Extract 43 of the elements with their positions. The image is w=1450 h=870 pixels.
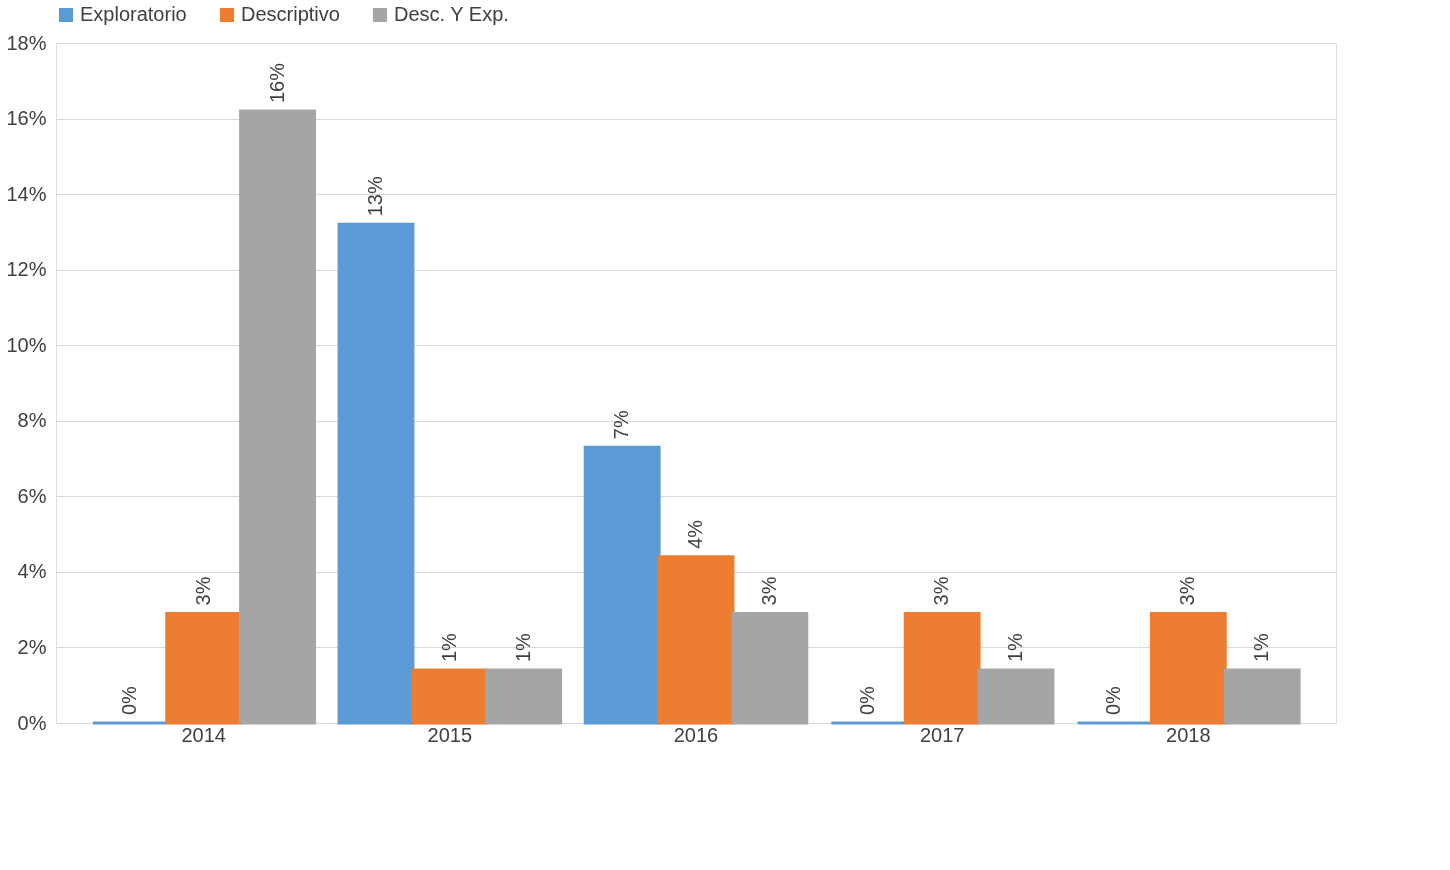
x-tick-label: 2015 [427, 723, 473, 746]
y-tick-label: 8% [17, 409, 47, 432]
data-label: 0% [1102, 685, 1125, 715]
data-label: 4% [684, 519, 706, 549]
bar [239, 109, 316, 725]
x-tick-label: 2018 [1166, 723, 1211, 746]
data-label: 3% [930, 576, 953, 606]
y-tick-label: 14% [6, 182, 47, 205]
y-tick-label: 16% [6, 107, 47, 130]
data-label: 13% [364, 176, 386, 217]
data-label: 0% [117, 685, 140, 715]
data-label: 1% [1250, 632, 1273, 663]
legend-label: Desc. Y Exp. [394, 3, 509, 25]
data-label: 1% [511, 632, 534, 663]
bar [903, 611, 981, 725]
legend-label: Exploratorio [80, 3, 187, 25]
y-tick-label: 2% [17, 635, 47, 658]
x-tick-label: 2017 [919, 723, 965, 746]
bar [731, 611, 809, 725]
y-tick-label: 12% [6, 258, 47, 281]
bar [657, 555, 735, 725]
data-label: 7% [610, 410, 633, 440]
y-tick-label: 4% [17, 560, 47, 583]
y-tick-label: 10% [6, 333, 47, 356]
y-tick-label: 18% [6, 31, 47, 54]
bar [583, 445, 661, 725]
bar [1149, 611, 1227, 725]
x-tick-label: 2016 [673, 723, 719, 746]
y-tick-label: 0% [17, 711, 47, 734]
data-label: 3% [191, 576, 214, 606]
data-label: 3% [1176, 576, 1199, 606]
legend-label: Descriptivo [241, 3, 340, 25]
bar [1223, 668, 1301, 725]
bar [485, 668, 563, 725]
data-label: 16% [265, 62, 288, 103]
bar [337, 222, 415, 725]
x-tick-label: 2014 [181, 723, 226, 746]
y-tick-label: 6% [17, 484, 47, 507]
bar [977, 668, 1055, 725]
data-label: 0% [856, 685, 879, 715]
data-label: 1% [1004, 632, 1026, 663]
data-label: 1% [437, 632, 460, 663]
data-label: 3% [757, 576, 780, 606]
